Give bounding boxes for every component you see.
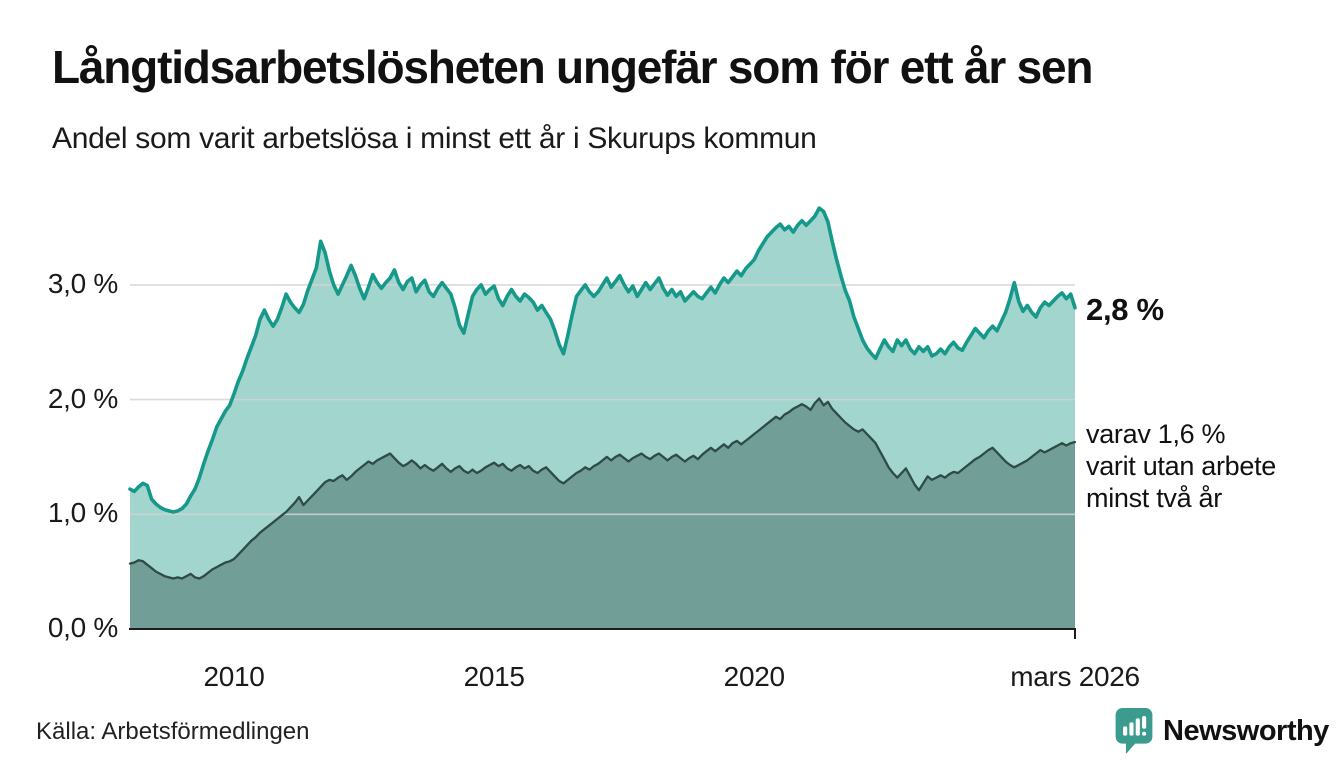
x-tick-label: 2015 — [463, 661, 525, 692]
x-tick-label: 2020 — [723, 661, 785, 692]
bar-chart-badge-icon — [1115, 708, 1153, 754]
series2-note-line2: varit utan arbete — [1086, 451, 1277, 481]
series2-line — [128, 397, 1077, 580]
y-tick-label: 3,0 % — [47, 267, 118, 299]
y-tick-label: 1,0 % — [47, 497, 118, 529]
page-subtitle: Andel som varit arbetslösa i minst ett å… — [52, 122, 817, 155]
y-tick-label: 2,0 % — [47, 382, 118, 414]
series1-line — [128, 206, 1077, 514]
x-tick-label: 2010 — [203, 661, 265, 692]
source-attribution: Källa: Arbetsförmedlingen — [36, 718, 310, 745]
y-tick-label: 0,0 % — [47, 612, 118, 643]
newsworthy-logo-text: Newsworthy — [1163, 714, 1329, 747]
series2-note-line3: minst två år — [1086, 483, 1222, 513]
series2-note-line1: varav 1,6 % — [1086, 419, 1226, 449]
series1-end-value-label: 2,8 % — [1086, 292, 1164, 327]
series2-note-label: varav 1,6 % varit utan arbete minst två … — [1086, 418, 1276, 514]
x-tick-label: mars 2026 — [1010, 661, 1140, 692]
page-title: Långtidsarbetslösheten ungefär som för e… — [52, 41, 1094, 93]
newsworthy-logo: Newsworthy — [1115, 708, 1329, 754]
